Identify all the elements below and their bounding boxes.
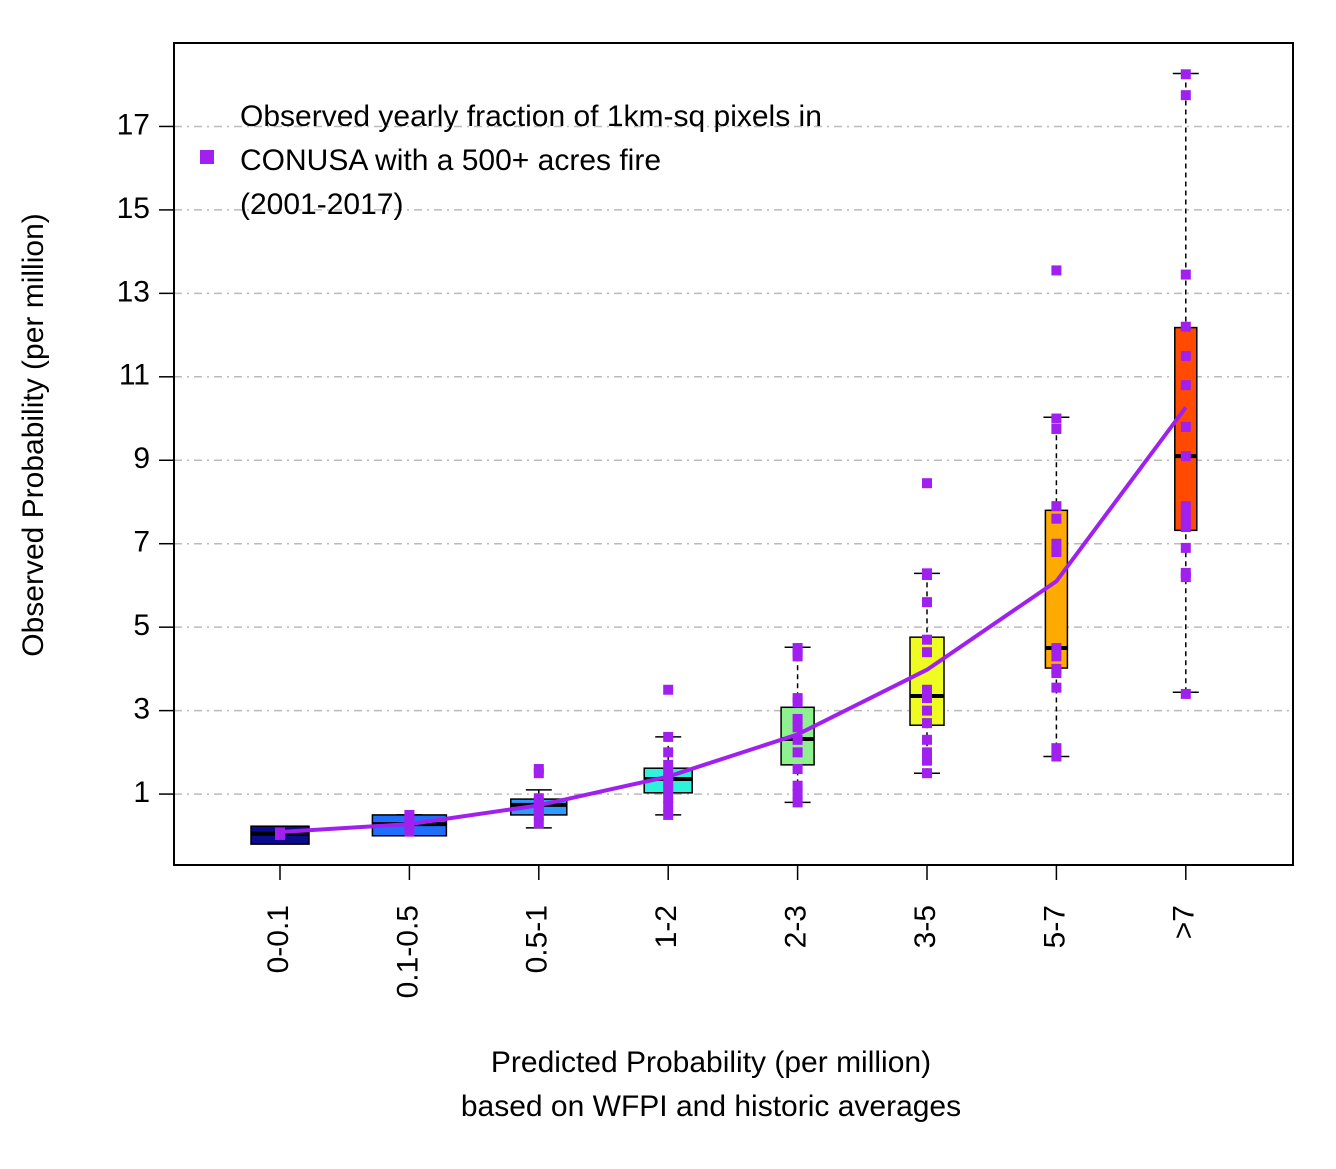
point bbox=[663, 809, 674, 820]
point bbox=[1180, 542, 1191, 553]
point bbox=[922, 718, 932, 729]
x-tick-label: 3-5 bbox=[909, 905, 942, 948]
y-tick-label: 1 bbox=[133, 776, 150, 809]
point bbox=[792, 713, 803, 724]
point bbox=[922, 634, 932, 645]
point bbox=[663, 731, 674, 742]
point bbox=[404, 809, 415, 820]
point bbox=[922, 747, 932, 758]
point bbox=[533, 768, 544, 779]
point bbox=[663, 759, 674, 770]
point bbox=[663, 747, 674, 758]
point bbox=[792, 780, 803, 791]
point bbox=[1180, 421, 1191, 432]
point bbox=[792, 734, 803, 745]
point bbox=[663, 768, 674, 779]
y-tick-label: 3 bbox=[133, 693, 150, 726]
point bbox=[275, 827, 285, 838]
legend-label: CONUSA with a 500+ acres fire bbox=[240, 144, 661, 177]
y-tick-label: 7 bbox=[133, 526, 150, 559]
point bbox=[922, 734, 932, 745]
point bbox=[1051, 547, 1062, 558]
point bbox=[792, 651, 803, 662]
plot-frame bbox=[173, 42, 1294, 866]
point bbox=[1180, 380, 1191, 391]
point bbox=[1051, 513, 1062, 524]
point bbox=[1180, 321, 1191, 332]
legend-label: Observed yearly fraction of 1km-sq pixel… bbox=[240, 100, 822, 133]
point bbox=[1051, 501, 1062, 512]
point bbox=[663, 801, 674, 812]
point bbox=[922, 755, 932, 766]
point bbox=[792, 789, 803, 800]
y-axis-label: Observed Probability (per million) bbox=[17, 213, 50, 657]
point bbox=[792, 697, 803, 708]
point bbox=[1180, 350, 1191, 361]
point bbox=[1051, 265, 1062, 276]
point bbox=[922, 768, 932, 779]
point bbox=[922, 705, 932, 716]
point bbox=[1180, 688, 1191, 699]
point bbox=[792, 747, 803, 758]
x-tick-label: 5-7 bbox=[1038, 905, 1071, 948]
point bbox=[1051, 423, 1062, 434]
x-axis-label: based on WFPI and historic averages bbox=[461, 1090, 961, 1123]
y-tick-label: 11 bbox=[119, 359, 150, 392]
point bbox=[1051, 751, 1062, 762]
point bbox=[663, 776, 674, 787]
point bbox=[663, 793, 674, 804]
y-tick-label: 13 bbox=[117, 275, 150, 308]
y-tick-label: 9 bbox=[133, 442, 150, 475]
y-tick-label: 5 bbox=[133, 609, 150, 642]
point bbox=[1180, 501, 1191, 512]
point bbox=[1180, 269, 1191, 280]
point bbox=[1180, 509, 1191, 520]
legend-marker bbox=[200, 150, 214, 164]
point bbox=[533, 818, 544, 829]
point bbox=[1180, 522, 1191, 533]
point bbox=[922, 684, 932, 695]
point bbox=[1051, 538, 1062, 549]
x-tick-label: 1-2 bbox=[650, 905, 683, 948]
point bbox=[1051, 668, 1062, 679]
point bbox=[533, 809, 544, 820]
point bbox=[663, 784, 674, 795]
point bbox=[1051, 682, 1062, 693]
point bbox=[1051, 643, 1062, 654]
point bbox=[922, 570, 932, 581]
point bbox=[1180, 69, 1191, 80]
point bbox=[922, 647, 932, 658]
x-axis-label: Predicted Probability (per million) bbox=[491, 1046, 931, 1079]
y-tick-label: 17 bbox=[117, 108, 150, 141]
x-tick-label: 2-3 bbox=[780, 905, 813, 948]
point bbox=[922, 693, 932, 704]
point bbox=[1180, 451, 1191, 462]
point bbox=[1051, 651, 1062, 662]
point bbox=[1180, 90, 1191, 101]
x-tick-label: 0.5-1 bbox=[521, 905, 554, 973]
x-tick-label: 0.1-0.5 bbox=[391, 905, 424, 998]
x-tick-label: 0-0.1 bbox=[262, 905, 295, 973]
point bbox=[1051, 413, 1062, 424]
point bbox=[792, 764, 803, 775]
point bbox=[663, 684, 674, 695]
y-tick-label: 15 bbox=[117, 192, 150, 225]
x-tick-label: >7 bbox=[1168, 905, 1201, 939]
point bbox=[922, 478, 932, 489]
legend-label: (2001-2017) bbox=[240, 188, 403, 221]
point bbox=[922, 597, 932, 608]
mean-line bbox=[279, 406, 1188, 835]
point bbox=[1051, 743, 1062, 754]
point bbox=[792, 797, 803, 808]
point bbox=[792, 722, 803, 733]
point bbox=[1180, 572, 1191, 583]
